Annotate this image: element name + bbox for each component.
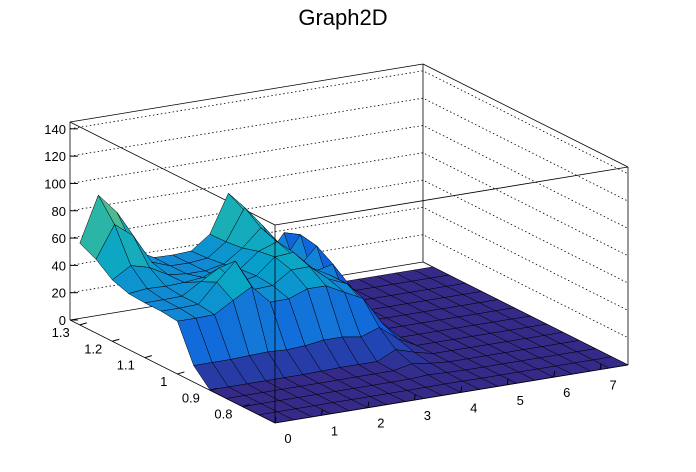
x-tick-label: 5 — [517, 393, 524, 408]
y-tick-label: 1 — [160, 374, 167, 389]
y-tick — [79, 322, 87, 326]
frame-edge — [422, 63, 629, 168]
y-tick — [177, 371, 185, 375]
y-tick-label: 1.3 — [52, 325, 70, 340]
x-tick-label: 6 — [563, 385, 570, 400]
frame-edge — [69, 319, 276, 424]
z-tick-label: 80 — [52, 204, 66, 219]
chart-title: Graph2D — [298, 5, 387, 30]
x-tick — [320, 409, 323, 416]
z-tick-label: 40 — [52, 258, 66, 273]
frame-edge — [274, 364, 629, 424]
y-tick-label: 0.8 — [214, 407, 232, 422]
y-tick-label: 0.9 — [182, 390, 200, 405]
frame-edge — [274, 166, 629, 226]
x-tick — [367, 401, 370, 408]
z-gridline — [69, 70, 629, 175]
z-tick-label: 60 — [52, 231, 66, 246]
y-tick — [242, 404, 250, 408]
y-tick-label: 1.2 — [84, 341, 102, 356]
y-tick — [112, 338, 120, 342]
frame-edge — [69, 63, 424, 123]
x-tick — [413, 394, 416, 401]
x-tick — [506, 378, 509, 385]
x-tick — [274, 416, 277, 424]
x-tick-label: 1 — [331, 423, 338, 438]
y-tick — [144, 355, 152, 359]
z-tick-label: 20 — [52, 286, 66, 301]
z-gridline — [69, 97, 629, 202]
box-frame-front — [69, 225, 629, 424]
x-tick-label: 0 — [284, 431, 291, 446]
z-tick-label: 120 — [44, 149, 66, 164]
x-tick-label: 2 — [377, 416, 384, 431]
x-tick — [553, 371, 556, 378]
y-tick-label: 1.1 — [117, 358, 135, 373]
x-tick — [599, 363, 602, 370]
x-tick-label: 3 — [424, 408, 431, 423]
z-tick-label: 140 — [44, 122, 66, 137]
x-tick-label: 4 — [470, 400, 477, 415]
z-tick-label: 0 — [59, 313, 66, 328]
x-tick — [460, 386, 463, 393]
z-tick-label: 100 — [44, 176, 66, 191]
surface-mesh — [79, 192, 629, 424]
axes: 012345670.80.911.11.21.30204060801001201… — [44, 122, 616, 446]
z-gridline — [69, 152, 629, 257]
x-tick-label: 7 — [610, 378, 617, 393]
y-tick — [209, 387, 218, 391]
